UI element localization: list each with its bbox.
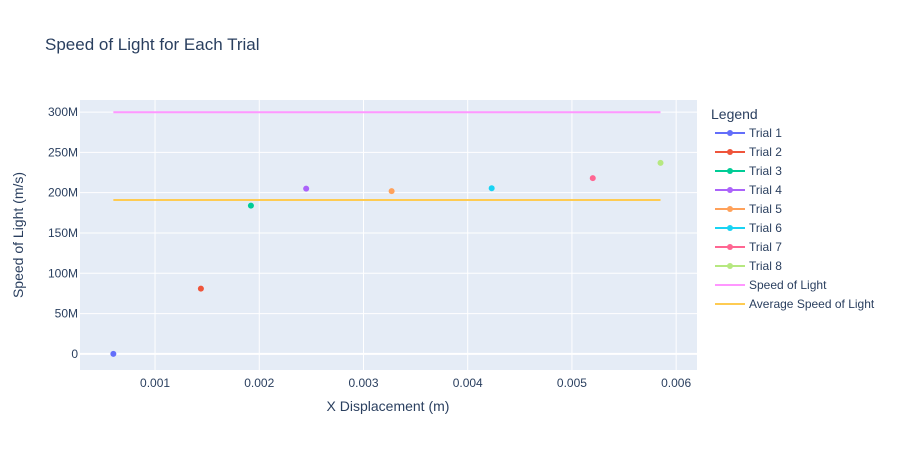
trial-2-point	[197, 285, 204, 292]
x-tick-label: 0.004	[453, 376, 483, 390]
y-tick-label: 150M	[48, 226, 78, 240]
x-tick-label: 0.003	[348, 376, 378, 390]
legend-swatch-marker	[727, 263, 733, 269]
x-tick-labels: 0.001 0.002 0.003 0.004 0.005 0.006	[140, 376, 691, 390]
y-tick-label: 0	[71, 347, 78, 361]
x-tick-label: 0.005	[557, 376, 587, 390]
legend-label: Trial 7	[749, 240, 782, 254]
y-tick-label: 200M	[48, 186, 78, 200]
legend[interactable]: Legend Trial 1 Trial 2 Trial 3 Trial 4 Trial…	[711, 106, 875, 311]
legend-item-trial-5[interactable]: Trial 5	[715, 202, 782, 216]
legend-swatch-marker	[727, 149, 733, 155]
legend-item-speed-of-light[interactable]: Speed of Light	[715, 278, 827, 292]
y-tick-label: 250M	[48, 145, 78, 159]
trial-6-point	[488, 185, 495, 192]
legend-label: Trial 1	[749, 126, 782, 140]
legend-item-trial-2[interactable]: Trial 2	[715, 145, 782, 159]
reference-lines	[113, 111, 661, 201]
trial-3-point	[247, 202, 254, 209]
y-tick-label: 300M	[48, 105, 78, 119]
legend-item-average-speed-of-light[interactable]: Average Speed of Light	[715, 297, 875, 311]
plot-area	[80, 100, 697, 370]
x-tick-label: 0.002	[244, 376, 274, 390]
legend-item-trial-3[interactable]: Trial 3	[715, 164, 782, 178]
legend-item-trial-4[interactable]: Trial 4	[715, 183, 782, 197]
legend-label: Average Speed of Light	[749, 297, 875, 311]
legend-swatch-marker	[727, 187, 733, 193]
x-tick-label: 0.001	[140, 376, 170, 390]
trial-1-point	[110, 350, 117, 357]
legend-item-trial-8[interactable]: Trial 8	[715, 259, 782, 273]
x-gridlines	[154, 100, 677, 370]
legend-swatch-marker	[727, 244, 733, 250]
legend-swatch-marker	[727, 130, 733, 136]
legend-item-trial-6[interactable]: Trial 6	[715, 221, 782, 235]
data-points	[110, 159, 664, 357]
chart-title: Speed of Light for Each Trial	[45, 35, 260, 54]
legend-swatch-marker	[727, 206, 733, 212]
trial-8-point	[657, 159, 664, 166]
legend-swatch-marker	[727, 168, 733, 174]
legend-title: Legend	[711, 106, 758, 122]
legend-swatch-marker	[727, 225, 733, 231]
legend-item-trial-1[interactable]: Trial 1	[715, 126, 782, 140]
y-tick-label: 50M	[55, 307, 78, 321]
trial-4-point	[303, 185, 310, 192]
legend-label: Speed of Light	[749, 278, 827, 292]
y-tick-labels: 0 50M 100M 150M 200M 250M 300M	[48, 105, 78, 361]
legend-item-trial-7[interactable]: Trial 7	[715, 240, 782, 254]
legend-label: Trial 4	[749, 183, 782, 197]
legend-label: Trial 2	[749, 145, 782, 159]
legend-label: Trial 6	[749, 221, 782, 235]
x-axis-label: X Displacement (m)	[327, 398, 450, 414]
y-tick-label: 100M	[48, 266, 78, 280]
trial-7-point	[589, 175, 596, 182]
y-axis-label: Speed of Light (m/s)	[10, 172, 26, 298]
legend-label: Trial 5	[749, 202, 782, 216]
legend-label: Trial 3	[749, 164, 782, 178]
legend-label: Trial 8	[749, 259, 782, 273]
trial-5-point	[388, 188, 395, 195]
x-tick-label: 0.006	[661, 376, 691, 390]
